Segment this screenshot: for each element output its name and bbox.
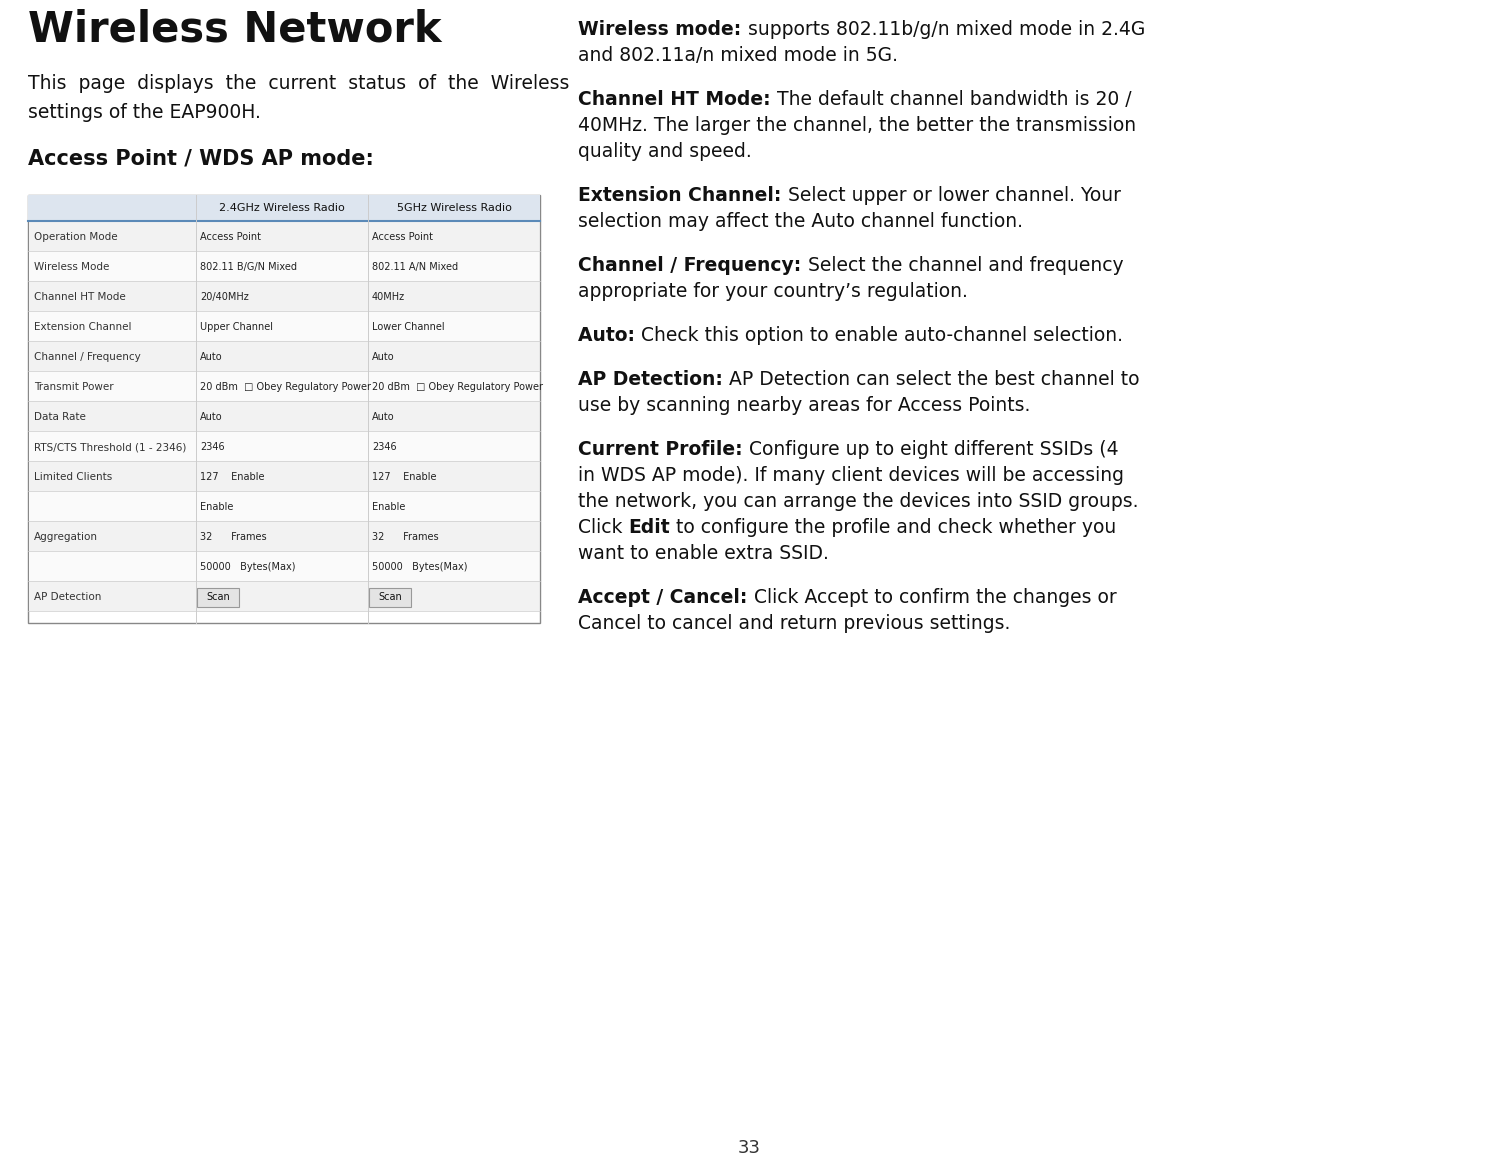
Text: Access Point: Access Point — [372, 232, 433, 241]
Text: supports 802.11b/g/n mixed mode in 2.4G: supports 802.11b/g/n mixed mode in 2.4G — [748, 20, 1145, 39]
FancyBboxPatch shape — [196, 588, 238, 607]
Bar — [28, 251, 540, 281]
Text: Enable: Enable — [199, 502, 234, 512]
Text: Auto:: Auto: — [579, 326, 642, 345]
Text: 32      Frames: 32 Frames — [199, 532, 267, 541]
Text: use by scanning nearby areas for Access Points.: use by scanning nearby areas for Access … — [579, 396, 1030, 415]
Text: 32      Frames: 32 Frames — [372, 532, 439, 541]
Text: Click: Click — [579, 518, 628, 537]
Text: Extension Channel: Extension Channel — [34, 322, 132, 332]
Text: 50000   Bytes(Max): 50000 Bytes(Max) — [199, 563, 295, 572]
Text: Auto: Auto — [372, 352, 394, 362]
Text: 5GHz Wireless Radio: 5GHz Wireless Radio — [397, 203, 511, 213]
Text: 802.11 B/G/N Mixed: 802.11 B/G/N Mixed — [199, 263, 297, 272]
Text: 127    Enable: 127 Enable — [372, 472, 436, 482]
Bar — [28, 372, 540, 401]
Text: selection may affect the Auto channel function.: selection may affect the Auto channel fu… — [579, 212, 1022, 231]
Text: in WDS AP mode). If many client devices will be accessing: in WDS AP mode). If many client devices … — [579, 466, 1124, 485]
Text: Check this option to enable auto-channel selection.: Check this option to enable auto-channel… — [642, 326, 1123, 345]
Text: the network, you can arrange the devices into SSID groups.: the network, you can arrange the devices… — [579, 492, 1139, 511]
Text: Operation Mode: Operation Mode — [34, 232, 117, 241]
Text: Current Profile:: Current Profile: — [579, 440, 750, 459]
Text: 127    Enable: 127 Enable — [199, 472, 264, 482]
Text: Limited Clients: Limited Clients — [34, 472, 112, 482]
Text: This  page  displays  the  current  status  of  the  Wireless
settings of the EA: This page displays the current status of… — [28, 74, 570, 122]
Text: Upper Channel: Upper Channel — [199, 322, 273, 332]
Text: Auto: Auto — [199, 413, 223, 422]
Text: Transmit Power: Transmit Power — [34, 382, 114, 391]
Text: 2.4GHz Wireless Radio: 2.4GHz Wireless Radio — [219, 203, 345, 213]
Text: Configure up to eight different SSIDs (4: Configure up to eight different SSIDs (4 — [750, 440, 1118, 459]
Text: Access Point / WDS AP mode:: Access Point / WDS AP mode: — [28, 148, 373, 168]
Bar — [28, 311, 540, 341]
Bar — [28, 551, 540, 581]
Text: quality and speed.: quality and speed. — [579, 142, 752, 161]
FancyBboxPatch shape — [369, 588, 411, 607]
Text: AP Detection can select the best channel to: AP Detection can select the best channel… — [730, 370, 1139, 389]
Text: Select the channel and frequency: Select the channel and frequency — [808, 255, 1123, 275]
Text: Click Accept to confirm the changes or: Click Accept to confirm the changes or — [754, 588, 1117, 607]
Bar — [28, 341, 540, 372]
Bar — [28, 461, 540, 491]
Bar — [28, 522, 540, 551]
Text: Aggregation: Aggregation — [34, 532, 97, 541]
Text: Accept / Cancel:: Accept / Cancel: — [579, 588, 754, 607]
Text: 33: 33 — [738, 1139, 760, 1157]
Text: Wireless mode:: Wireless mode: — [579, 20, 748, 39]
Text: and 802.11a/n mixed mode in 5G.: and 802.11a/n mixed mode in 5G. — [579, 46, 898, 64]
Bar — [28, 581, 540, 611]
Text: The default channel bandwidth is 20 /: The default channel bandwidth is 20 / — [776, 90, 1132, 109]
Text: 20 dBm  □ Obey Regulatory Power: 20 dBm □ Obey Regulatory Power — [372, 382, 543, 391]
Text: Wireless Network: Wireless Network — [28, 8, 442, 50]
Text: 802.11 A/N Mixed: 802.11 A/N Mixed — [372, 263, 459, 272]
Bar — [28, 281, 540, 311]
Text: want to enable extra SSID.: want to enable extra SSID. — [579, 544, 829, 563]
Text: appropriate for your country’s regulation.: appropriate for your country’s regulatio… — [579, 282, 968, 301]
Text: to configure the profile and check whether you: to configure the profile and check wheth… — [670, 518, 1117, 537]
Text: Select upper or lower channel. Your: Select upper or lower channel. Your — [788, 186, 1121, 205]
Bar — [28, 401, 540, 431]
Text: Wireless Mode: Wireless Mode — [34, 263, 109, 272]
Text: Scan: Scan — [378, 592, 402, 602]
Text: 2346: 2346 — [199, 442, 225, 452]
Text: Auto: Auto — [199, 352, 223, 362]
Text: 2346: 2346 — [372, 442, 397, 452]
Text: Scan: Scan — [207, 592, 229, 602]
Text: AP Detection: AP Detection — [34, 592, 102, 602]
Text: Lower Channel: Lower Channel — [372, 322, 445, 332]
Bar — [28, 195, 540, 222]
Text: 20/40MHz: 20/40MHz — [199, 292, 249, 302]
Text: Edit: Edit — [628, 518, 670, 537]
Bar — [28, 431, 540, 461]
Text: Auto: Auto — [372, 413, 394, 422]
Text: Channel / Frequency: Channel / Frequency — [34, 352, 141, 362]
Bar — [28, 195, 540, 624]
Text: Data Rate: Data Rate — [34, 413, 85, 422]
Text: 40MHz. The larger the channel, the better the transmission: 40MHz. The larger the channel, the bette… — [579, 116, 1136, 135]
Text: 40MHz: 40MHz — [372, 292, 405, 302]
Text: Channel HT Mode: Channel HT Mode — [34, 292, 126, 302]
Text: Cancel to cancel and return previous settings.: Cancel to cancel and return previous set… — [579, 614, 1010, 633]
Text: Channel / Frequency:: Channel / Frequency: — [579, 255, 808, 275]
Text: Extension Channel:: Extension Channel: — [579, 186, 788, 205]
Text: RTS/CTS Threshold (1 - 2346): RTS/CTS Threshold (1 - 2346) — [34, 442, 186, 452]
Bar — [28, 222, 540, 251]
Text: Channel HT Mode:: Channel HT Mode: — [579, 90, 776, 109]
Bar — [28, 491, 540, 522]
Text: Enable: Enable — [372, 502, 405, 512]
Text: AP Detection:: AP Detection: — [579, 370, 730, 389]
Text: Access Point: Access Point — [199, 232, 261, 241]
Text: 50000   Bytes(Max): 50000 Bytes(Max) — [372, 563, 468, 572]
Text: 20 dBm  □ Obey Regulatory Power: 20 dBm □ Obey Regulatory Power — [199, 382, 370, 391]
